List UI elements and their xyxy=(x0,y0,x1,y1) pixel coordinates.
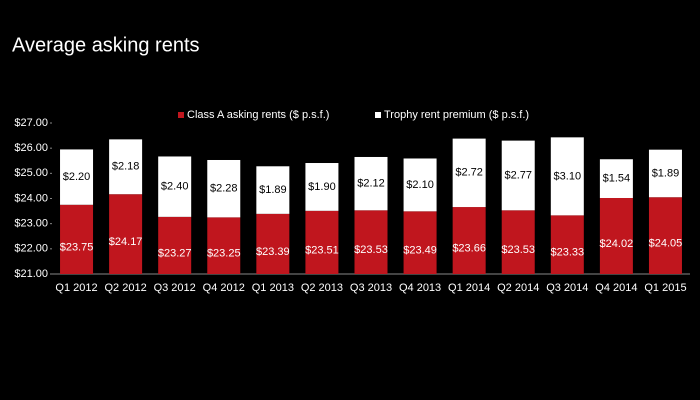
bar-segment xyxy=(305,163,339,211)
data-label: $2.28 xyxy=(210,183,238,195)
bar-segment xyxy=(501,210,535,274)
legend-label: Trophy rent premium ($ p.s.f.) xyxy=(384,109,529,121)
data-label: $2.12 xyxy=(357,178,385,190)
bar-segment xyxy=(256,213,290,274)
bar-segment xyxy=(60,149,94,205)
bar-segment xyxy=(109,139,143,195)
data-label: $23.33 xyxy=(550,247,584,259)
data-label: $23.49 xyxy=(403,245,437,257)
bar-segment xyxy=(403,158,437,212)
x-tick-label: Q4 2013 xyxy=(399,282,441,294)
x-tick-label: Q2 2013 xyxy=(301,282,343,294)
bar-segment xyxy=(354,156,388,211)
x-tick-label: Q2 2012 xyxy=(105,282,147,294)
data-label: $1.90 xyxy=(308,181,336,193)
bar-segment xyxy=(158,216,192,274)
x-tick-label: Q4 2012 xyxy=(203,282,245,294)
data-label: $23.39 xyxy=(256,246,290,258)
data-label: $2.10 xyxy=(406,179,434,191)
data-label: $23.66 xyxy=(452,242,486,254)
bar-segment xyxy=(207,159,241,218)
data-label: $2.72 xyxy=(455,167,483,179)
bar-segment xyxy=(599,197,633,274)
bar-segment xyxy=(550,137,584,216)
y-tick-label: $26.00 xyxy=(14,142,48,154)
data-label: $1.54 xyxy=(603,173,631,185)
y-tick-label: $25.00 xyxy=(14,167,48,179)
y-tick-label: $21.00 xyxy=(14,268,48,280)
y-tick-label: $24.00 xyxy=(14,192,48,204)
data-label: $24.05 xyxy=(649,238,683,250)
bar-segment xyxy=(648,197,682,274)
legend-swatch xyxy=(178,112,184,118)
bar-segment xyxy=(109,194,143,274)
data-label: $24.17 xyxy=(109,236,143,248)
bar-segment xyxy=(599,159,633,198)
data-label: $23.53 xyxy=(354,244,388,256)
legend-swatch xyxy=(375,112,381,118)
bar-segment xyxy=(305,210,339,274)
bar-segment xyxy=(550,215,584,274)
y-tick-label: $22.00 xyxy=(14,243,48,255)
x-tick-label: Q3 2012 xyxy=(154,282,196,294)
data-label: $23.51 xyxy=(305,244,339,256)
bar-segment xyxy=(354,210,388,274)
x-tick-label: Q4 2014 xyxy=(595,282,637,294)
data-label: $23.53 xyxy=(501,244,535,256)
x-tick-label: Q2 2014 xyxy=(497,282,539,294)
data-label: $24.02 xyxy=(600,238,634,250)
bar-segment xyxy=(60,204,94,274)
chart-title: Average asking rents xyxy=(12,34,200,56)
x-tick-label: Q3 2013 xyxy=(350,282,392,294)
bar-segment xyxy=(452,207,486,274)
data-label: $2.20 xyxy=(63,171,91,183)
bar-segment xyxy=(207,217,241,274)
bar-segment xyxy=(452,138,486,208)
data-label: $23.27 xyxy=(158,247,192,259)
x-tick-label: Q1 2014 xyxy=(448,282,490,294)
data-label: $23.25 xyxy=(207,248,241,260)
data-label: $2.40 xyxy=(161,181,189,193)
x-tick-label: Q1 2015 xyxy=(644,282,686,294)
y-tick-label: $23.00 xyxy=(14,218,48,230)
x-tick-label: Q1 2012 xyxy=(55,282,97,294)
data-label: $2.18 xyxy=(112,161,140,173)
bar-segment xyxy=(501,140,535,211)
x-tick-label: Q1 2013 xyxy=(252,282,294,294)
data-label: $1.89 xyxy=(259,184,287,196)
bar-segment xyxy=(403,211,437,274)
bar-segment xyxy=(648,149,682,198)
data-label: $23.75 xyxy=(60,241,94,253)
bar-segment xyxy=(256,166,290,214)
data-label: $1.89 xyxy=(652,167,680,179)
data-label: $3.10 xyxy=(554,170,582,182)
y-tick-label: $27.00 xyxy=(14,117,48,129)
legend-label: Class A asking rents ($ p.s.f.) xyxy=(187,109,329,121)
x-tick-label: Q3 2014 xyxy=(546,282,588,294)
bar-segment xyxy=(158,156,192,217)
data-label: $2.77 xyxy=(504,169,532,181)
